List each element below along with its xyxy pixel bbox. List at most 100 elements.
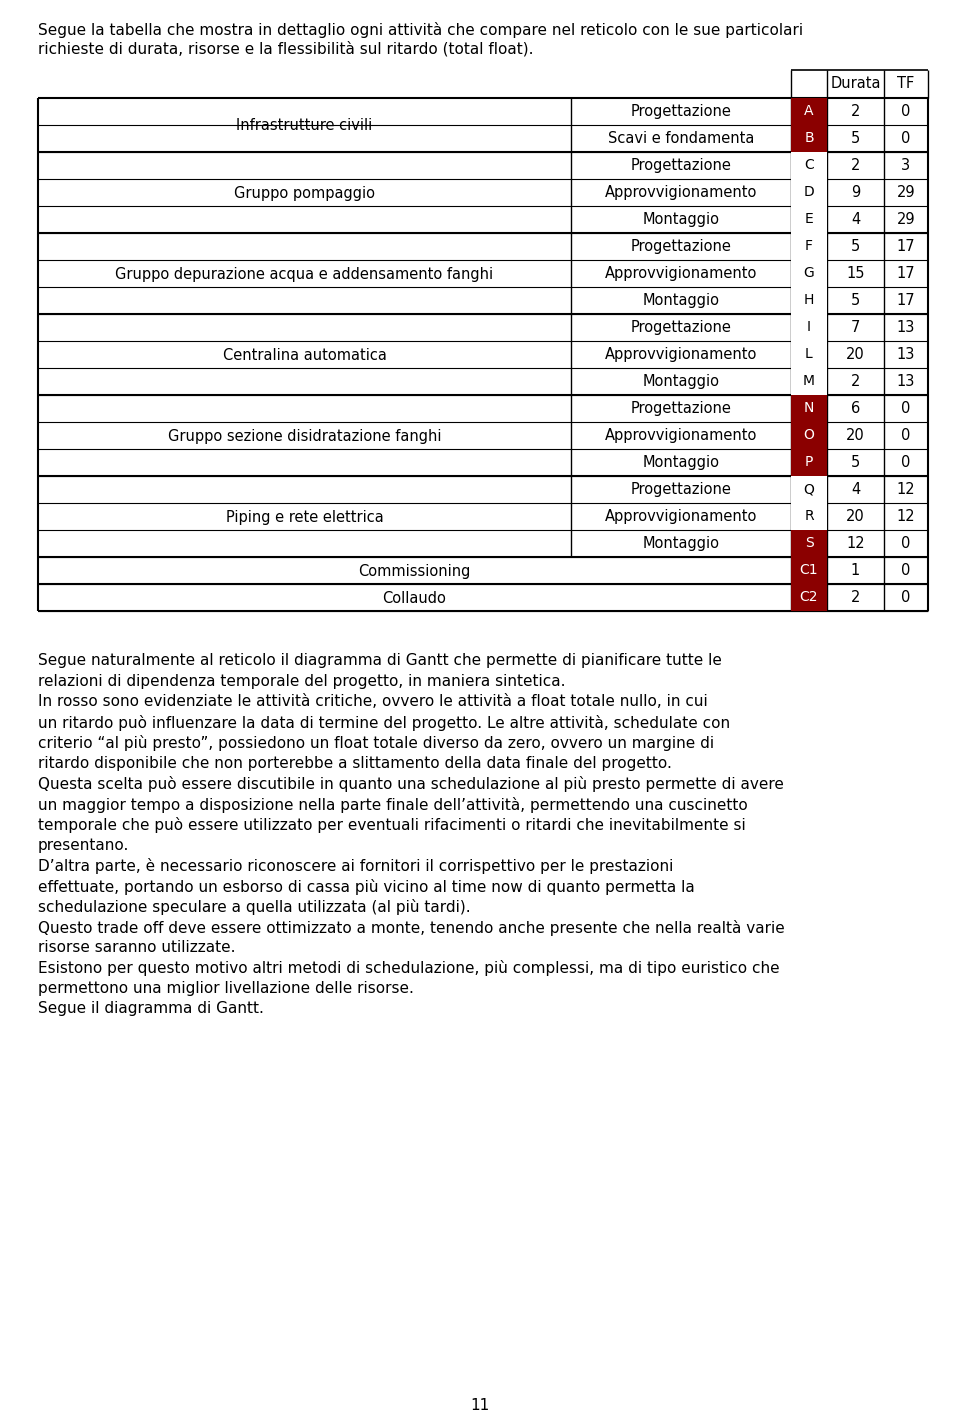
Text: 5: 5 bbox=[851, 239, 860, 254]
Bar bbox=[791, 530, 827, 557]
Text: Segue la tabella che mostra in dettaglio ogni attività che compare nel reticolo : Segue la tabella che mostra in dettaglio… bbox=[38, 21, 804, 38]
Text: Montaggio: Montaggio bbox=[642, 455, 719, 470]
Text: Questo trade off deve essere ottimizzato a monte, tenendo anche presente che nel: Questo trade off deve essere ottimizzato… bbox=[38, 919, 784, 935]
Text: Piping e rete elettrica: Piping e rete elettrica bbox=[226, 510, 383, 524]
Text: Infrastrutture civili: Infrastrutture civili bbox=[236, 118, 372, 133]
Text: Questa scelta può essere discutibile in quanto una schedulazione al più presto p: Questa scelta può essere discutibile in … bbox=[38, 777, 784, 792]
Text: 4: 4 bbox=[851, 212, 860, 227]
Text: C2: C2 bbox=[800, 590, 818, 604]
Text: S: S bbox=[804, 536, 813, 550]
Text: Progettazione: Progettazione bbox=[631, 482, 732, 497]
Text: 0: 0 bbox=[901, 428, 911, 443]
Bar bbox=[791, 449, 827, 476]
Text: 4: 4 bbox=[851, 482, 860, 497]
Text: 17: 17 bbox=[897, 239, 915, 254]
Text: 12: 12 bbox=[897, 509, 915, 524]
Text: Progettazione: Progettazione bbox=[631, 158, 732, 172]
Text: D’altra parte, è necessario riconoscere ai fornitori il corrispettivo per le pre: D’altra parte, è necessario riconoscere … bbox=[38, 858, 673, 874]
Text: ritardo disponibile che non porterebbe a slittamento della data finale del proge: ritardo disponibile che non porterebbe a… bbox=[38, 755, 672, 771]
Text: 9: 9 bbox=[851, 185, 860, 200]
Text: Progettazione: Progettazione bbox=[631, 400, 732, 416]
Text: 0: 0 bbox=[901, 131, 911, 145]
Text: temporale che può essere utilizzato per eventuali rifacimenti o ritardi che inev: temporale che può essere utilizzato per … bbox=[38, 817, 746, 834]
Text: N: N bbox=[804, 400, 814, 415]
Text: Commissioning: Commissioning bbox=[358, 563, 470, 579]
Bar bbox=[791, 207, 827, 234]
Text: 12: 12 bbox=[846, 536, 865, 551]
Text: Q: Q bbox=[804, 482, 814, 496]
Bar bbox=[791, 422, 827, 449]
Text: Approvvigionamento: Approvvigionamento bbox=[605, 428, 757, 443]
Text: 6: 6 bbox=[851, 400, 860, 416]
Text: 20: 20 bbox=[846, 428, 865, 443]
Text: 13: 13 bbox=[897, 373, 915, 389]
Bar bbox=[791, 259, 827, 286]
Text: Progettazione: Progettazione bbox=[631, 239, 732, 254]
Text: O: O bbox=[804, 428, 814, 442]
Bar bbox=[791, 368, 827, 395]
Text: criterio “al più presto”, possiedono un float totale diverso da zero, ovvero un : criterio “al più presto”, possiedono un … bbox=[38, 735, 714, 751]
Text: 2: 2 bbox=[851, 158, 860, 172]
Text: G: G bbox=[804, 266, 814, 279]
Text: Montaggio: Montaggio bbox=[642, 373, 719, 389]
Text: un ritardo può influenzare la data di termine del progetto. Le altre attività, s: un ritardo può influenzare la data di te… bbox=[38, 714, 731, 731]
Text: 1: 1 bbox=[851, 563, 860, 579]
Text: 0: 0 bbox=[901, 590, 911, 606]
Text: presentano.: presentano. bbox=[38, 838, 130, 852]
Bar bbox=[791, 314, 827, 341]
Text: D: D bbox=[804, 185, 814, 200]
Bar bbox=[791, 476, 827, 503]
Text: Progettazione: Progettazione bbox=[631, 321, 732, 335]
Text: Montaggio: Montaggio bbox=[642, 212, 719, 227]
Text: Approvvigionamento: Approvvigionamento bbox=[605, 185, 757, 200]
Text: R: R bbox=[804, 509, 814, 523]
Text: Approvvigionamento: Approvvigionamento bbox=[605, 348, 757, 362]
Bar bbox=[791, 125, 827, 152]
Text: Gruppo sezione disidratazione fanghi: Gruppo sezione disidratazione fanghi bbox=[168, 429, 442, 443]
Bar bbox=[791, 557, 827, 584]
Text: Progettazione: Progettazione bbox=[631, 104, 732, 120]
Text: 0: 0 bbox=[901, 104, 911, 120]
Text: Esistono per questo motivo altri metodi di schedulazione, più complessi, ma di t: Esistono per questo motivo altri metodi … bbox=[38, 960, 780, 976]
Text: Durata: Durata bbox=[830, 76, 880, 91]
Text: Segue naturalmente al reticolo il diagramma di Gantt che permette di pianificare: Segue naturalmente al reticolo il diagra… bbox=[38, 653, 722, 668]
Text: 20: 20 bbox=[846, 509, 865, 524]
Text: effettuate, portando un esborso di cassa più vicino al time now di quanto permet: effettuate, portando un esborso di cassa… bbox=[38, 878, 695, 895]
Text: 0: 0 bbox=[901, 563, 911, 579]
Text: richieste di durata, risorse e la flessibilità sul ritardo (total float).: richieste di durata, risorse e la flessi… bbox=[38, 41, 534, 57]
Text: Montaggio: Montaggio bbox=[642, 294, 719, 308]
Text: un maggior tempo a disposizione nella parte finale dell’attività, permettendo un: un maggior tempo a disposizione nella pa… bbox=[38, 797, 748, 812]
Text: risorse saranno utilizzate.: risorse saranno utilizzate. bbox=[38, 940, 235, 955]
Bar bbox=[791, 584, 827, 611]
Text: TF: TF bbox=[898, 76, 915, 91]
Text: F: F bbox=[805, 239, 813, 254]
Bar bbox=[791, 286, 827, 314]
Text: 2: 2 bbox=[851, 373, 860, 389]
Text: 29: 29 bbox=[897, 212, 915, 227]
Text: 0: 0 bbox=[901, 536, 911, 551]
Text: 5: 5 bbox=[851, 455, 860, 470]
Text: 15: 15 bbox=[847, 266, 865, 281]
Bar bbox=[791, 152, 827, 180]
Text: 17: 17 bbox=[897, 294, 915, 308]
Text: E: E bbox=[804, 212, 813, 227]
Text: relazioni di dipendenza temporale del progetto, in maniera sintetica.: relazioni di dipendenza temporale del pr… bbox=[38, 674, 565, 688]
Text: Scavi e fondamenta: Scavi e fondamenta bbox=[608, 131, 755, 145]
Text: Gruppo pompaggio: Gruppo pompaggio bbox=[234, 185, 375, 201]
Text: schedulazione speculare a quella utilizzata (al più tardi).: schedulazione speculare a quella utilizz… bbox=[38, 899, 470, 915]
Text: In rosso sono evidenziate le attività critiche, ovvero le attività a float total: In rosso sono evidenziate le attività cr… bbox=[38, 694, 708, 710]
Bar bbox=[791, 395, 827, 422]
Text: Montaggio: Montaggio bbox=[642, 536, 719, 551]
Text: 2: 2 bbox=[851, 104, 860, 120]
Text: B: B bbox=[804, 131, 814, 145]
Text: 12: 12 bbox=[897, 482, 915, 497]
Text: Approvvigionamento: Approvvigionamento bbox=[605, 509, 757, 524]
Text: Gruppo depurazione acqua e addensamento fanghi: Gruppo depurazione acqua e addensamento … bbox=[115, 266, 493, 282]
Bar bbox=[791, 98, 827, 125]
Text: 11: 11 bbox=[470, 1398, 490, 1414]
Text: Collaudo: Collaudo bbox=[383, 590, 446, 606]
Text: M: M bbox=[803, 373, 815, 388]
Text: 29: 29 bbox=[897, 185, 915, 200]
Text: 2: 2 bbox=[851, 590, 860, 606]
Text: A: A bbox=[804, 104, 814, 118]
